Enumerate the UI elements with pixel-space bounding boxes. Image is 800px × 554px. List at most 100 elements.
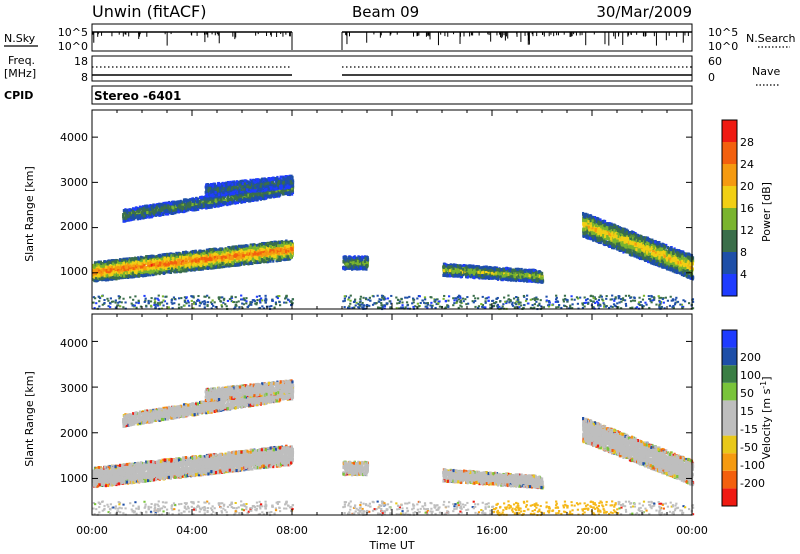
power-cell	[152, 259, 155, 263]
power-cell	[219, 263, 222, 267]
power-cell	[98, 271, 101, 275]
power-cell	[283, 258, 286, 262]
power-cell	[176, 259, 180, 263]
power-cell	[182, 250, 185, 254]
power-cell	[137, 257, 140, 261]
power-cell	[265, 257, 268, 261]
power-cell	[212, 249, 215, 253]
power-cell	[267, 247, 270, 251]
power-cell	[144, 274, 147, 278]
power-cell	[106, 278, 110, 282]
power-cell	[109, 273, 112, 277]
power-cell	[246, 244, 249, 248]
power-cell	[234, 254, 237, 258]
power-cell	[218, 259, 221, 263]
power-cell	[179, 255, 182, 259]
cpid-panel-frame	[91, 85, 693, 105]
power-cell	[93, 261, 97, 265]
power-cell	[272, 242, 276, 246]
power-cell	[195, 267, 198, 271]
power-cell	[96, 278, 100, 282]
power-cell	[209, 253, 212, 257]
power-cell	[147, 255, 150, 259]
power-cell	[107, 266, 110, 270]
power-cell	[237, 244, 241, 248]
power-cell	[286, 255, 289, 259]
power-cell	[248, 255, 252, 259]
power-cell	[206, 257, 210, 261]
power-cell	[280, 255, 284, 259]
power-cell	[194, 259, 198, 263]
power-cell	[133, 270, 137, 274]
power-cell	[147, 270, 151, 274]
power-cell	[114, 259, 117, 263]
power-cell	[101, 264, 104, 268]
power-cell	[170, 269, 173, 273]
power-cell	[290, 247, 294, 251]
power-cell	[229, 255, 232, 259]
power-cell	[170, 254, 173, 258]
frequency-series-trace	[92, 66, 692, 76]
power-cell	[125, 265, 128, 269]
power-cell	[155, 265, 158, 269]
power-cell	[226, 259, 229, 263]
power-heatmap-cells	[92, 174, 695, 311]
power-cell	[243, 257, 246, 261]
power-cell	[177, 262, 180, 266]
power-cell	[118, 258, 122, 262]
station-title: Unwin (fitACF)	[92, 2, 206, 21]
power-cell	[126, 257, 129, 261]
power-cell	[278, 251, 281, 255]
power-cell	[137, 260, 140, 264]
power-cell	[149, 260, 152, 264]
power-cell	[289, 242, 293, 246]
power-cell	[257, 246, 260, 250]
power-cell	[265, 254, 268, 258]
power-cell	[287, 244, 291, 248]
power-cell	[234, 263, 237, 267]
power-cell	[253, 252, 257, 256]
freq-right-tick-bottom: 0	[708, 71, 715, 84]
power-cell	[226, 247, 229, 251]
power-cell	[192, 254, 195, 258]
power-cell	[167, 270, 171, 274]
power-cell	[177, 265, 180, 269]
power-cell	[155, 255, 158, 259]
power-cell	[217, 250, 220, 254]
power-cell	[212, 264, 215, 268]
power-cell	[286, 249, 289, 253]
power-cell	[96, 268, 99, 272]
power-cell	[242, 247, 246, 251]
power-cell	[291, 250, 294, 254]
power-cell	[200, 260, 203, 264]
power-cell	[247, 249, 250, 253]
power-cell	[174, 270, 177, 274]
noise-left-tick-top: 10^5	[58, 26, 88, 39]
power-cell	[127, 271, 130, 275]
power-cell	[118, 270, 121, 274]
power-cell	[260, 242, 263, 246]
power-cell	[167, 264, 170, 268]
power-cell	[131, 261, 134, 265]
power-cell	[287, 257, 290, 261]
power-cell	[281, 251, 284, 255]
power-cell	[289, 256, 293, 260]
power-cell	[269, 259, 272, 263]
power-cell	[127, 260, 131, 264]
power-cell	[181, 266, 184, 270]
power-cell	[214, 258, 217, 262]
power-cell	[223, 250, 226, 254]
noise-right-tick-top: 10^5	[708, 26, 738, 39]
power-cell	[284, 250, 287, 254]
power-cell	[197, 251, 200, 255]
power-cell	[122, 272, 126, 276]
power-cell	[245, 247, 248, 251]
power-cell	[111, 276, 114, 280]
power-cell	[229, 250, 232, 254]
power-cell	[98, 274, 101, 278]
power-cell	[266, 244, 270, 248]
power-cell	[251, 249, 254, 253]
power-cell	[240, 261, 243, 265]
power-cell	[163, 271, 166, 275]
power-cell	[170, 261, 173, 265]
